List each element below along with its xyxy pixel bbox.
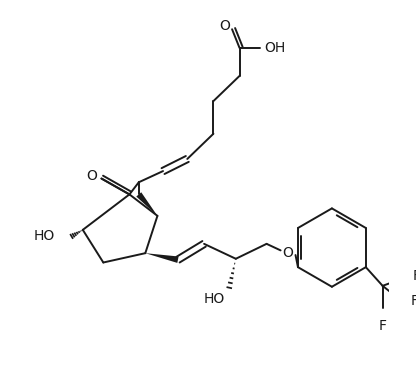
Text: O: O [282, 246, 293, 260]
Text: F: F [413, 269, 416, 283]
Text: HO: HO [203, 292, 225, 306]
Text: F: F [411, 294, 416, 308]
Text: O: O [87, 169, 98, 183]
Text: HO: HO [34, 230, 55, 243]
Text: O: O [219, 19, 230, 32]
Polygon shape [136, 192, 157, 216]
Text: F: F [379, 320, 386, 333]
Text: OH: OH [264, 41, 285, 55]
Polygon shape [145, 253, 178, 263]
